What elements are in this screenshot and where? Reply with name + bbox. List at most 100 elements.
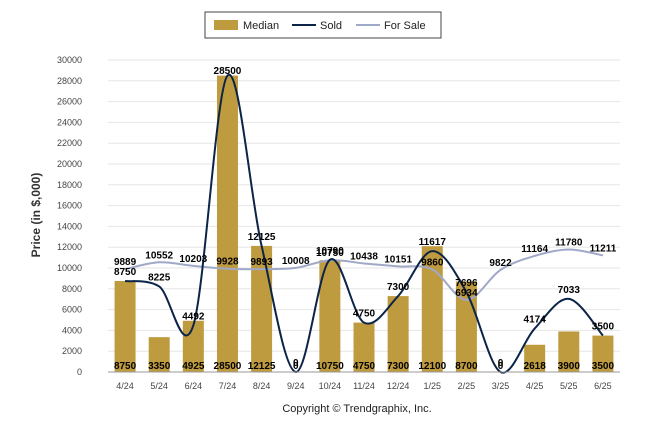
x-tick-label: 4/25 [526, 381, 544, 391]
y-tick-label: 30000 [57, 55, 82, 65]
median-value-label: 0 [293, 361, 299, 372]
y-tick-label: 8000 [62, 284, 82, 294]
x-tick-label: 5/24 [150, 381, 168, 391]
forsale-value-label: 9893 [250, 257, 273, 268]
y-tick-label: 24000 [57, 117, 82, 127]
gridlines [108, 59, 620, 352]
x-tick-label: 3/25 [492, 381, 510, 391]
forsale-value-label: 10203 [179, 254, 207, 265]
median-value-label: 3350 [148, 361, 171, 372]
median-bar [421, 246, 443, 372]
y-tick-label: 14000 [57, 221, 82, 231]
median-bar [558, 331, 580, 372]
forsale-value-label: 10151 [384, 254, 412, 265]
forsale-value-label: 9860 [421, 257, 444, 268]
x-tick-label: 1/25 [424, 381, 442, 391]
median-bar [148, 337, 170, 372]
median-value-label: 7300 [387, 361, 410, 372]
forsale-value-label: 6934 [455, 288, 478, 299]
y-tick-label: 18000 [57, 180, 82, 190]
y-axis-title: Price (in $,000) [29, 173, 43, 258]
data-labels: 8750 3350 4925 28500 12125 0 10750 4750 7300 1210… [114, 66, 617, 372]
x-tick-label: 7/24 [219, 381, 237, 391]
y-tick-label: 16000 [57, 201, 82, 211]
median-value-label: 3900 [558, 361, 581, 372]
x-tick-label: 12/24 [387, 381, 410, 391]
sold-value-label: 28500 [214, 66, 242, 77]
sold-value-label: 11617 [419, 237, 447, 248]
x-tick-label: 11/24 [353, 381, 375, 391]
x-tick-label: 2/25 [458, 381, 476, 391]
x-tick-label: 9/24 [287, 381, 305, 391]
median-value-label: 4750 [353, 361, 376, 372]
x-tick-label: 6/24 [185, 381, 203, 391]
forsale-value-label: 10552 [145, 250, 173, 261]
median-value-label: 2618 [524, 361, 547, 372]
legend-box [204, 11, 442, 39]
median-bar [592, 335, 614, 372]
sold-value-label: 7033 [558, 285, 581, 296]
median-bar [524, 344, 546, 372]
forsale-value-label: 9928 [216, 257, 239, 268]
y-tick-label: 22000 [57, 138, 82, 148]
x-tick-label: 5/25 [560, 381, 578, 391]
median-bar [114, 281, 136, 372]
sold-value-label: 3500 [592, 322, 615, 333]
median-bars [114, 75, 614, 372]
median-bar [387, 296, 409, 372]
sold-value-label: 4750 [353, 309, 376, 320]
y-tick-label: 10000 [57, 263, 82, 273]
median-value-label: 8700 [455, 361, 478, 372]
forsale-value-label: 11780 [555, 237, 583, 248]
sold-value-label: 7696 [455, 278, 478, 289]
sold-value-label: 7300 [387, 282, 410, 293]
legend-median-swatch [214, 20, 238, 30]
legend-forsale-label: For Sale [384, 20, 426, 32]
median-value-label: 8750 [114, 361, 137, 372]
y-tick-label: 28000 [57, 76, 82, 86]
median-bar [216, 75, 238, 372]
median-bar [319, 260, 341, 372]
median-bar [353, 322, 375, 372]
median-value-label: 12125 [248, 361, 276, 372]
median-bar [182, 320, 204, 372]
sold-value-label: 4174 [524, 315, 547, 326]
median-value-label: 28500 [214, 361, 242, 372]
sold-value-label: 4492 [182, 311, 205, 322]
y-tick-label: 6000 [62, 305, 82, 315]
copyright-footer: Copyright © Trendgraphix, Inc. [282, 403, 431, 415]
median-value-label: 10750 [316, 361, 344, 372]
x-tick-label: 8/24 [253, 381, 271, 391]
y-tick-label: 4000 [62, 325, 82, 335]
x-tick-label: 10/24 [319, 381, 342, 391]
legend-median-label: Median [243, 20, 279, 32]
forsale-value-label: 10750 [316, 248, 344, 259]
y-tick-label: 26000 [57, 97, 82, 107]
legend: Median Sold For Sale [204, 11, 442, 39]
sold-value-label: 10790 [316, 246, 344, 257]
x-tick-label: 6/25 [594, 381, 612, 391]
forsale-value-label: 11164 [521, 244, 548, 255]
forsale-value-label: 10008 [282, 256, 310, 267]
y-tick-label: 12000 [57, 242, 82, 252]
y-tick-label: 2000 [62, 346, 82, 356]
legend-sold-label: Sold [320, 20, 342, 32]
sold-value-label: 0 [498, 358, 504, 369]
x-tick-label: 4/24 [116, 381, 134, 391]
sold-value-label: 8225 [148, 272, 171, 283]
sold-value-label: 0 [293, 358, 299, 369]
median-value-label: 4925 [182, 361, 205, 372]
median-value-label: 12100 [418, 361, 446, 372]
median-value-label: 0 [498, 361, 504, 372]
x-axis-ticks: 4/24 5/24 6/24 7/24 8/24 9/24 10/24 11/24 12/24 1… [116, 381, 611, 391]
sold-value-label: 8750 [114, 267, 137, 278]
median-value-label: 3500 [592, 361, 615, 372]
forsale-value-label: 11211 [590, 243, 617, 254]
y-axis-ticks: 0 2000 4000 6000 8000 10000 12000 14000 16000 180… [57, 55, 82, 377]
y-tick-label: 20000 [57, 159, 82, 169]
sold-value-label: 12125 [248, 232, 276, 243]
median-bar [251, 245, 273, 372]
forsale-value-label: 10438 [350, 251, 378, 262]
forsale-value-label: 9889 [114, 257, 137, 268]
